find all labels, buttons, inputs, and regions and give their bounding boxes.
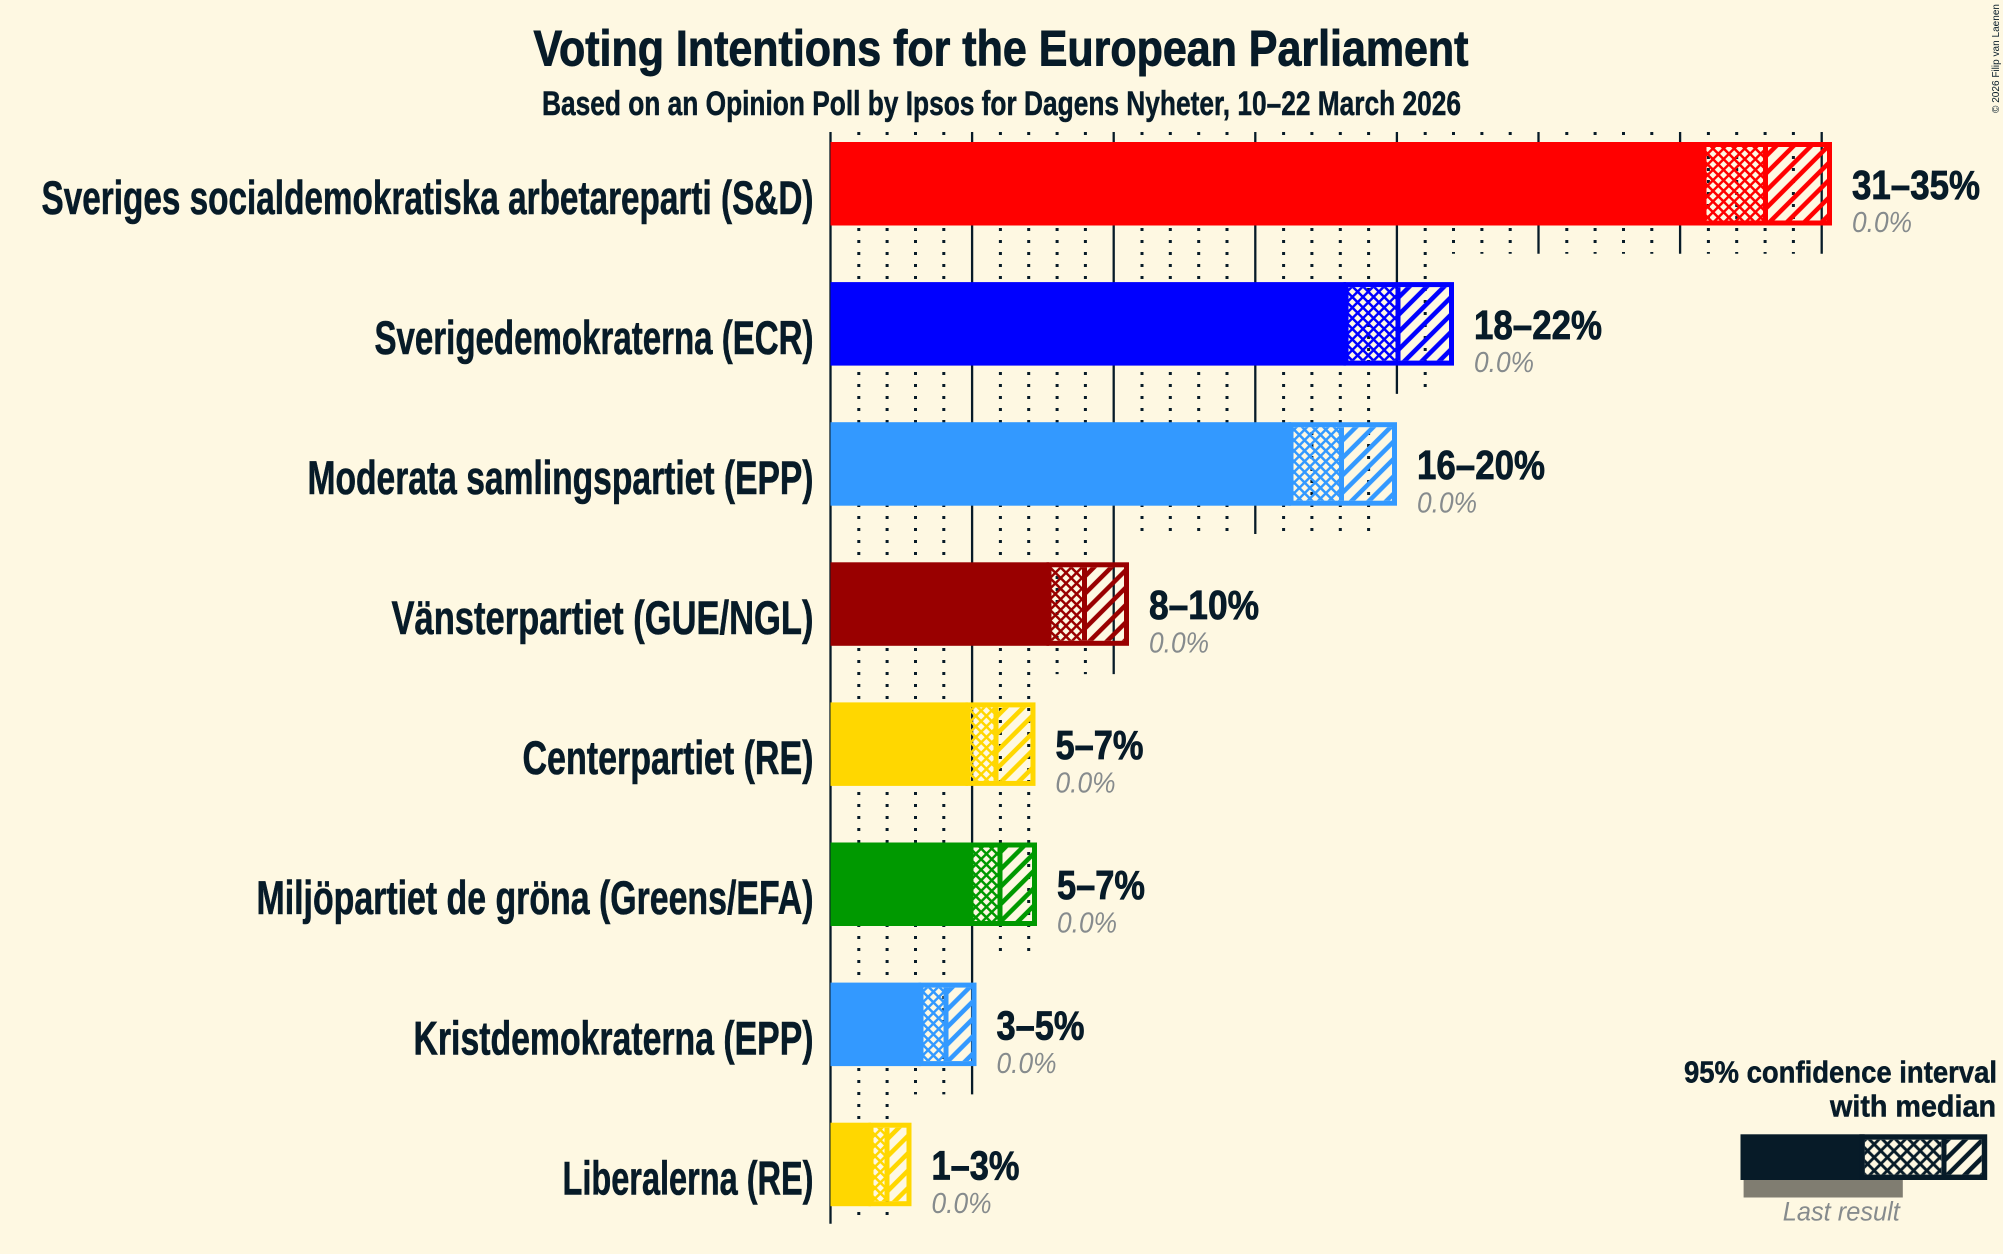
svg-text:Voting Intentions for the Euro: Voting Intentions for the European Parli…: [534, 21, 1469, 77]
svg-text:Vänsterpartiet (GUE/NGL): Vänsterpartiet (GUE/NGL): [392, 591, 814, 644]
svg-text:8–10%: 8–10%: [1149, 582, 1259, 628]
svg-text:0.0%: 0.0%: [997, 1048, 1057, 1080]
svg-text:Sveriges socialdemokratiska ar: Sveriges socialdemokratiska arbetarepart…: [42, 171, 814, 224]
svg-text:0.0%: 0.0%: [1056, 768, 1116, 800]
svg-text:0.0%: 0.0%: [1057, 908, 1117, 940]
svg-text:0.0%: 0.0%: [1417, 487, 1477, 519]
svg-text:5–7%: 5–7%: [1057, 862, 1145, 908]
svg-text:Liberalerna (RE): Liberalerna (RE): [563, 1151, 814, 1204]
svg-text:Based on an Opinion Poll by Ip: Based on an Opinion Poll by Ipsos for Da…: [542, 85, 1461, 123]
svg-text:0.0%: 0.0%: [1852, 207, 1912, 239]
svg-text:5–7%: 5–7%: [1056, 722, 1144, 768]
svg-text:16–20%: 16–20%: [1417, 442, 1545, 488]
svg-text:0.0%: 0.0%: [1474, 347, 1534, 379]
svg-text:Sverigedemokraterna (ECR): Sverigedemokraterna (ECR): [375, 311, 814, 364]
svg-text:1–3%: 1–3%: [932, 1142, 1020, 1188]
svg-text:18–22%: 18–22%: [1474, 302, 1602, 348]
svg-text:Kristdemokraterna (EPP): Kristdemokraterna (EPP): [414, 1011, 814, 1064]
svg-text:Miljöpartiet de gröna (Greens/: Miljöpartiet de gröna (Greens/EFA): [257, 871, 814, 924]
svg-text:0.0%: 0.0%: [1149, 627, 1209, 659]
svg-text:3–5%: 3–5%: [997, 1002, 1085, 1048]
svg-text:Moderata samlingspartiet (EPP): Moderata samlingspartiet (EPP): [308, 451, 814, 504]
svg-text:95% confidence interval: 95% confidence interval: [1684, 1055, 1997, 1090]
svg-text:31–35%: 31–35%: [1852, 162, 1980, 208]
svg-text:Last result: Last result: [1783, 1197, 1901, 1227]
svg-text:Centerpartiet (RE): Centerpartiet (RE): [523, 731, 814, 784]
svg-text:with median: with median: [1829, 1089, 1996, 1124]
svg-text:0.0%: 0.0%: [932, 1188, 992, 1220]
svg-text:© 2026 Filip van Laenen: © 2026 Filip van Laenen: [1990, 4, 2002, 113]
